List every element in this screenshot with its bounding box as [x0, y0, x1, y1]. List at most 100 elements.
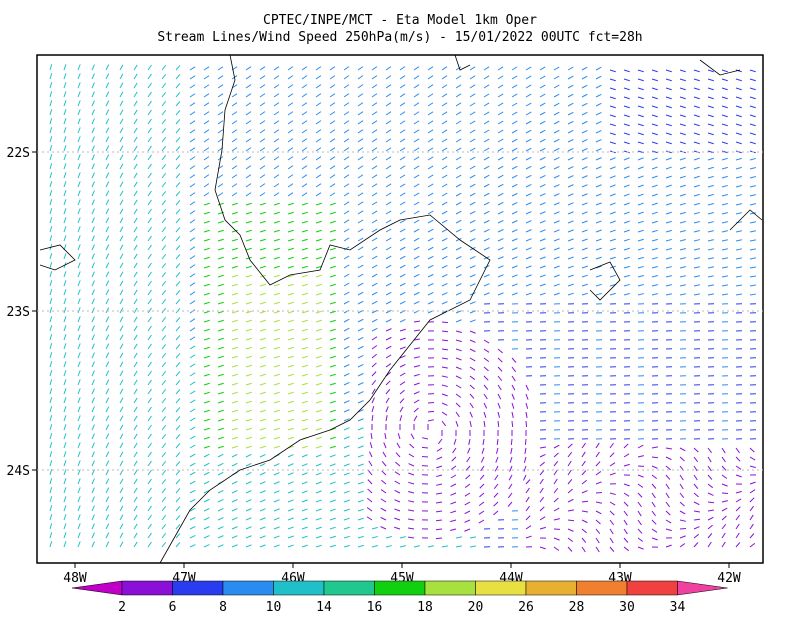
- wind-arrow: [316, 67, 321, 70]
- wind-arrow: [358, 364, 363, 367]
- wind-arrow: [736, 285, 742, 286]
- wind-arrow: [92, 542, 94, 547]
- wind-arrow: [708, 249, 714, 250]
- wind-arrow: [680, 448, 685, 451]
- wind-arrow: [330, 401, 336, 403]
- wind-arrow: [302, 293, 308, 295]
- wind-arrow: [204, 175, 209, 178]
- wind-arrow: [666, 475, 670, 480]
- wind-arrow: [652, 124, 658, 126]
- wind-arrow: [162, 101, 166, 106]
- wind-arrow: [190, 517, 195, 520]
- wind-arrow: [358, 202, 363, 205]
- wind-arrow: [64, 136, 66, 142]
- wind-arrow: [470, 537, 476, 538]
- wind-arrow: [218, 184, 223, 187]
- wind-arrow: [92, 326, 94, 331]
- wind-arrow: [358, 211, 363, 214]
- wind-arrow: [694, 70, 700, 72]
- wind-arrow: [470, 202, 475, 205]
- wind-arrow: [232, 203, 238, 205]
- wind-arrow: [316, 491, 322, 493]
- wind-arrow: [288, 401, 294, 403]
- wind-arrow: [582, 443, 586, 448]
- wind-arrow: [422, 447, 428, 448]
- wind-arrow: [386, 537, 392, 538]
- wind-arrow: [386, 193, 391, 196]
- wind-arrow: [442, 367, 448, 368]
- wind-arrow: [64, 496, 66, 502]
- wind-arrow: [78, 226, 80, 232]
- wind-arrow: [540, 454, 545, 457]
- wind-arrow: [274, 356, 280, 358]
- wind-arrow: [344, 491, 350, 493]
- wind-arrow: [330, 356, 336, 358]
- wind-arrow: [344, 527, 350, 529]
- wind-arrow: [358, 292, 363, 295]
- wind-arrow: [666, 545, 672, 547]
- wind-arrow: [493, 511, 498, 515]
- wind-arrow: [274, 374, 280, 376]
- wind-arrow: [479, 511, 484, 514]
- wind-arrow: [372, 211, 377, 214]
- wind-arrow: [64, 208, 66, 214]
- wind-arrow: [568, 293, 574, 295]
- wind-arrow: [218, 347, 224, 349]
- wind-arrow: [596, 121, 601, 124]
- wind-arrow: [442, 412, 447, 415]
- wind-arrow: [134, 362, 137, 367]
- wind-arrow: [666, 248, 672, 250]
- wind-arrow: [134, 101, 137, 106]
- wind-arrow: [316, 401, 322, 403]
- wind-arrow: [554, 445, 559, 448]
- wind-arrow: [358, 319, 363, 322]
- wind-arrow: [708, 475, 712, 480]
- wind-arrow: [246, 365, 252, 367]
- wind-arrow: [372, 398, 375, 403]
- wind-arrow: [367, 508, 372, 511]
- wind-arrow: [204, 463, 209, 466]
- wind-arrow: [652, 106, 658, 108]
- wind-arrow: [78, 271, 80, 277]
- x-tick-label: 42W: [717, 571, 741, 586]
- wind-arrow: [288, 203, 294, 205]
- wind-arrow: [232, 419, 238, 421]
- wind-arrow: [414, 283, 419, 286]
- wind-arrow: [456, 76, 461, 79]
- wind-arrow: [456, 256, 461, 259]
- wind-arrow: [190, 274, 195, 277]
- wind-arrow: [246, 203, 252, 205]
- wind-arrow: [456, 275, 461, 277]
- wind-arrow: [652, 158, 658, 160]
- wind-arrow: [106, 515, 109, 520]
- wind-arrow: [442, 546, 448, 547]
- wind-arrow: [330, 230, 336, 232]
- wind-arrow: [470, 403, 473, 408]
- wind-arrow: [568, 499, 573, 502]
- wind-arrow: [344, 148, 349, 151]
- wind-arrow: [50, 298, 52, 304]
- wind-arrow: [134, 407, 137, 412]
- wind-arrow: [162, 137, 166, 142]
- wind-arrow: [358, 148, 363, 151]
- wind-arrow: [442, 349, 448, 350]
- wind-arrow: [512, 85, 517, 88]
- wind-arrow: [204, 148, 209, 151]
- wind-arrow: [456, 340, 462, 342]
- wind-arrow: [652, 212, 658, 214]
- wind-arrow: [260, 166, 265, 169]
- wind-arrow: [344, 103, 349, 106]
- wind-arrow: [722, 249, 728, 250]
- wind-arrow: [484, 148, 489, 151]
- wind-arrow: [260, 392, 266, 394]
- wind-arrow: [274, 491, 280, 493]
- wind-arrow: [750, 240, 756, 241]
- wind-arrow: [274, 527, 280, 529]
- wind-arrow: [386, 103, 391, 106]
- wind-arrow: [582, 275, 588, 277]
- wind-arrow: [582, 529, 587, 533]
- wind-arrow: [246, 293, 252, 295]
- colorbar-segment: [223, 581, 274, 595]
- wind-arrow: [386, 157, 391, 160]
- wind-arrow: [232, 374, 238, 376]
